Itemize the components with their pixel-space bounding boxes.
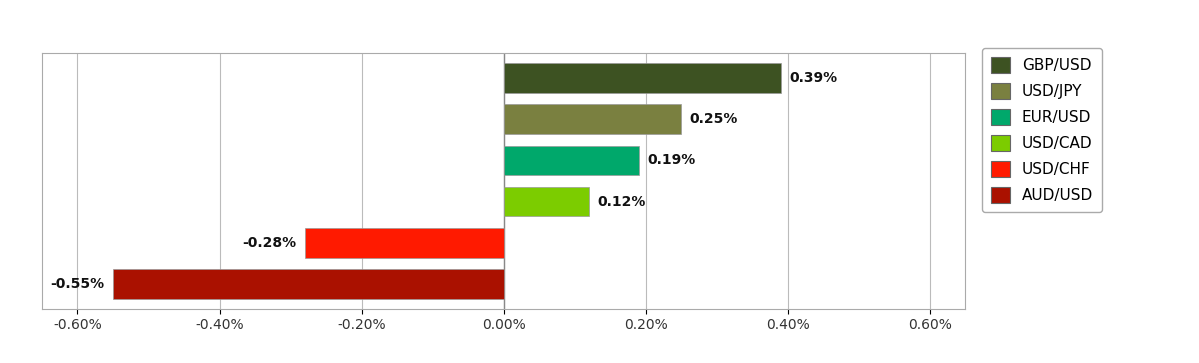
Bar [504,187,589,216]
Bar [305,228,504,257]
Bar [504,63,781,93]
Text: -0.28%: -0.28% [242,236,296,250]
Text: Benchmark Currency Rates - Daily Gainers & Losers: Benchmark Currency Rates - Daily Gainers… [199,22,808,42]
Legend: GBP/USD, USD/JPY, EUR/USD, USD/CAD, USD/CHF, AUD/USD: GBP/USD, USD/JPY, EUR/USD, USD/CAD, USD/… [982,48,1102,212]
Bar [504,146,639,175]
Text: 0.12%: 0.12% [597,195,646,209]
Bar [113,269,504,299]
Text: 0.25%: 0.25% [689,112,739,126]
Text: 0.39%: 0.39% [789,71,837,85]
Text: -0.55%: -0.55% [50,277,104,291]
Text: 0.19%: 0.19% [647,154,695,167]
Bar [504,105,681,134]
